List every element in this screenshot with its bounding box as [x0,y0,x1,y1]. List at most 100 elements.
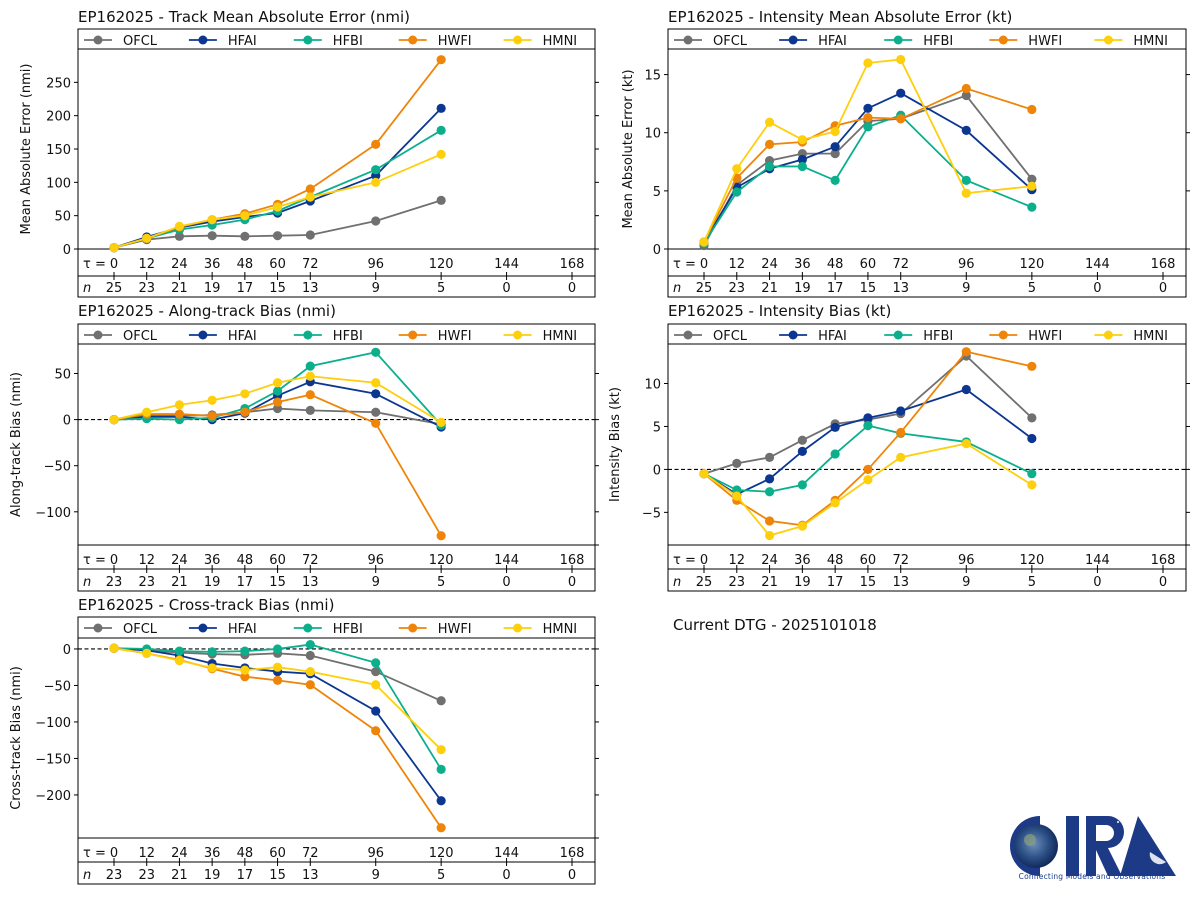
data-point [109,243,119,253]
data-point [896,114,906,124]
y-tick-label: −100 [35,506,71,521]
legend-item-hfbi: HFBI [293,622,363,637]
data-point [1027,174,1037,184]
data-point [436,417,446,427]
data-point [863,122,873,132]
legend: OFCL HFAI HFBI HWFI HMNI [84,34,577,49]
legend-marker [683,35,693,45]
n-value-label: 13 [892,281,909,296]
data-point [797,154,807,165]
data-point [436,823,446,833]
data-point [207,395,217,405]
n-value-label: 0 [568,281,576,296]
data-point [436,149,446,159]
n-value-label: 5 [437,281,445,296]
x-tick-label: 120 [1019,257,1044,272]
chart-frame [667,323,1187,592]
series-hfbi [109,639,446,774]
legend-item-hwfi: HWFI [398,622,472,637]
n-value-label: 23 [729,575,746,590]
data-point [961,83,971,94]
legend-marker [198,330,208,340]
x-tick-label: 36 [204,257,221,272]
data-point [371,726,381,736]
data-point [272,397,283,407]
x-tick-label: 144 [494,846,519,861]
chart-intensity-bias: EP162025 - Intensity Bias (kt) OFCL HFAI HF… [608,302,1190,592]
legend-item-hwfi: HWFI [398,34,472,49]
x-tick-label: 96 [367,257,384,272]
data-point [371,389,381,399]
data-point [764,487,775,497]
n-value-label: 23 [729,281,746,296]
legend-label: HWFI [1028,329,1062,344]
chart-track-mae: EP162025 - Track Mean Absolute Error (nm… [19,8,599,298]
data-point [272,403,283,414]
data-point [436,796,446,806]
x-tick-label: 0 [110,846,118,861]
data-point [732,164,742,174]
data-point [1027,480,1037,490]
data-point [305,680,315,690]
n-value-label: 19 [204,868,221,883]
data-point [830,142,840,152]
x-tick-label: 168 [560,846,585,861]
legend-label: OFCL [713,34,748,49]
x-tick-label: 24 [171,257,188,272]
legend-marker [93,330,103,340]
x-tick-label: 48 [237,846,254,861]
data-point [371,347,381,357]
n-value-label: 17 [827,575,844,590]
data-point [305,192,315,202]
n-value-label: 0 [568,575,576,590]
n-value-label: 9 [962,281,970,296]
n-value-label: 17 [827,281,844,296]
x-tick-label: 36 [204,846,221,861]
chart-title: EP162025 - Along-track Bias (nmi) [78,302,336,320]
data-point [371,666,381,677]
x-tick-label: 60 [269,257,286,272]
x-tick-label: 72 [892,553,909,568]
n-value-label: 0 [1159,281,1167,296]
series-hmni [699,439,1037,541]
chart-along-track-bias: EP162025 - Along-track Bias (nmi) OFCL HFA… [9,302,599,592]
legend-label: HFBI [333,622,363,637]
series-line [703,350,1033,527]
legend-item-hfai: HFAI [779,34,847,49]
x-tick-label: 12 [138,257,155,272]
n-value-label: 23 [138,868,155,883]
x-tick-label: 96 [958,257,975,272]
data-point [272,386,283,396]
chart-title: EP162025 - Intensity Bias (kt) [668,302,891,320]
data-point [1027,413,1037,423]
data-point [207,411,217,421]
data-point [896,88,906,98]
legend-label: OFCL [123,329,158,344]
legend-item-ofcl: OFCL [84,34,158,49]
cira-i-letter [1066,816,1079,876]
data-point [436,764,446,774]
x-tick-label: 0 [700,553,708,568]
data-point [436,531,446,541]
data-point [305,371,315,381]
n-value-label: 25 [696,281,713,296]
data-point [896,406,906,416]
x-tick-label: 72 [302,257,319,272]
series-hwfi [109,55,446,253]
series-line [703,58,1032,243]
x-tick-label: 120 [429,257,454,272]
data-point [240,646,250,656]
data-point [732,491,742,501]
series-line [703,442,1033,537]
x-tick-label: 12 [729,257,746,272]
x-tick-label: 60 [269,553,286,568]
series-hmni [109,371,446,427]
y-tick-label: 250 [46,76,71,91]
data-point [371,418,381,428]
data-point [1027,469,1037,479]
legend-item-hwfi: HWFI [398,329,472,344]
x-tick-label: 96 [367,846,384,861]
data-point [830,175,840,185]
legend-item-hfbi: HFBI [884,329,953,344]
